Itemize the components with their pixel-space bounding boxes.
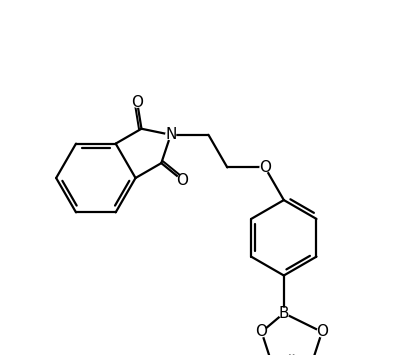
Text: O: O: [255, 324, 267, 340]
Circle shape: [316, 327, 326, 337]
Circle shape: [260, 162, 269, 172]
Circle shape: [165, 130, 175, 140]
Circle shape: [256, 327, 266, 337]
Text: O: O: [315, 324, 327, 340]
Circle shape: [177, 175, 187, 185]
Text: B: B: [278, 306, 288, 321]
Text: O: O: [258, 160, 270, 175]
Text: O: O: [131, 95, 143, 110]
Text: O: O: [176, 173, 188, 188]
Circle shape: [278, 308, 288, 318]
Text: N: N: [164, 127, 176, 142]
Circle shape: [132, 98, 142, 107]
